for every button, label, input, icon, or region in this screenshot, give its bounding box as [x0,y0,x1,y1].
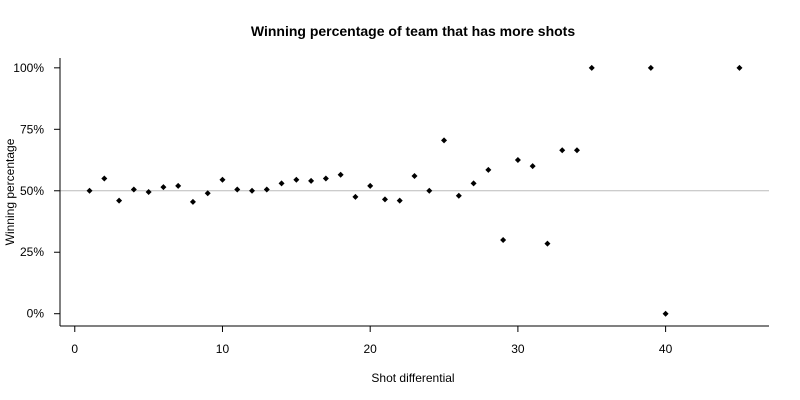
data-point [263,186,270,193]
chart-title: Winning percentage of team that has more… [251,23,575,39]
data-point [367,182,374,189]
data-point [588,64,595,71]
data-point [293,176,300,183]
data-point [130,186,137,193]
data-point [116,197,123,204]
data-point [219,176,226,183]
data-point [160,184,167,191]
data-point [352,193,359,200]
data-point [322,175,329,182]
data-point [544,240,551,247]
plot-area: 0 10 20 30 40 0% 25% 50% 75% 100% [13,58,769,356]
x-tick-label: 20 [364,342,378,356]
data-point [308,177,315,184]
data-point [485,166,492,173]
data-point [441,137,448,144]
data-point [86,187,93,194]
y-tick-label: 25% [20,245,44,259]
data-point [514,157,521,164]
data-point [278,180,285,187]
x-tick-label: 30 [511,342,525,356]
data-point [662,310,669,317]
data-point [500,236,507,243]
y-axis-title: Winning percentage [3,138,17,245]
data-point [647,64,654,71]
data-point [175,182,182,189]
data-point [736,64,743,71]
data-point [381,196,388,203]
x-tick-label: 40 [659,342,673,356]
data-point [573,147,580,154]
data-point [145,189,152,195]
y-tick-label: 100% [13,61,44,75]
data-point [470,180,477,187]
x-tick-label: 0 [71,342,78,356]
data-point [455,192,462,199]
data-point [249,187,256,194]
data-point [411,173,418,180]
data-point [529,163,536,170]
x-tick-label: 10 [216,342,230,356]
y-tick-label: 50% [20,184,44,198]
y-tick-label: 75% [20,122,44,136]
data-point [337,171,344,178]
data-point [204,190,211,197]
data-point [426,187,433,194]
data-point [189,198,196,205]
data-point [559,147,566,154]
x-axis-title: Shot differential [371,371,454,385]
y-tick-label: 0% [27,307,45,321]
data-point [234,186,241,193]
data-point [396,197,403,204]
data-point [101,175,108,182]
